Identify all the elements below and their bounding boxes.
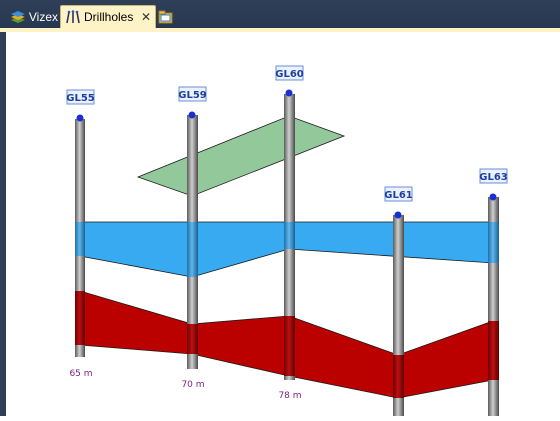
tab-drillholes[interactable]: Drillholes ✕ [60, 5, 156, 28]
window-frame [0, 32, 6, 416]
drillholes-icon [66, 10, 80, 24]
svg-text:GL61: GL61 [384, 190, 413, 201]
svg-text:GL63: GL63 [479, 172, 508, 183]
hole-label-gl60: GL60 [275, 65, 304, 81]
open-folder-icon[interactable] [158, 9, 174, 25]
svg-text:GL55: GL55 [66, 93, 95, 104]
tab-bar: Vizex Drillholes ✕ [0, 0, 560, 28]
tab-label: Vizex [28, 9, 58, 24]
svg-text:GL59: GL59 [178, 90, 207, 101]
hole-label-gl61: GL61 [384, 186, 413, 202]
drillhole-gl59[interactable] [187, 111, 198, 370]
hole-label-gl59: GL59 [178, 86, 207, 102]
hole-label-gl55: GL55 [66, 89, 95, 105]
green-layer [136, 115, 346, 197]
svg-text:GL60: GL60 [275, 69, 304, 80]
section-view: GL55 GL59 GL60 GL61 GL63 65 m 70 m 78 m [66, 65, 508, 417]
tab-label: Drillholes [84, 10, 134, 24]
tab-underline [0, 28, 560, 32]
close-icon[interactable]: ✕ [140, 10, 151, 24]
depth-label-gl55: 65 m [69, 369, 92, 379]
layers-icon [10, 10, 25, 23]
depth-label-gl60: 78 m [278, 391, 301, 401]
drillhole-gl61[interactable] [393, 211, 404, 417]
depth-label-gl59: 70 m [181, 380, 204, 390]
tab-vizex[interactable]: Vizex [6, 5, 62, 28]
drillhole-gl60[interactable] [284, 89, 295, 381]
hole-label-gl63: GL63 [479, 168, 508, 184]
drillhole-viewport[interactable]: GL55 GL59 GL60 GL61 GL63 65 m 70 m 78 m [6, 32, 560, 416]
drillhole-gl63[interactable] [488, 193, 499, 417]
drillhole-gl55[interactable] [75, 114, 85, 358]
